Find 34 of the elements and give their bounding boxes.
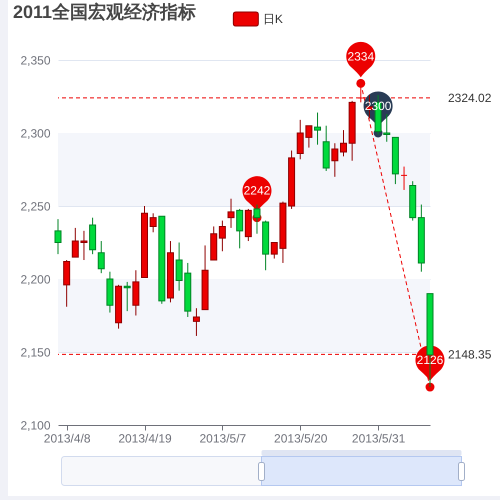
x-tick-label: 2013/5/31 <box>352 432 406 446</box>
data-label: 2334 <box>347 49 374 64</box>
data-label: 2242 <box>244 184 271 198</box>
y-tick-label: 2,300 <box>20 126 51 140</box>
point <box>356 78 366 88</box>
legend-label: 日K <box>262 12 283 26</box>
y-tick-label: 2,250 <box>20 200 51 214</box>
candlestick <box>305 125 312 148</box>
candlestick <box>236 208 244 249</box>
y-tick-label: 2,100 <box>20 418 51 432</box>
candlestick <box>218 220 226 252</box>
x-tick-label: 2013/4/8 <box>44 432 91 446</box>
ref-line-label: 2148.35 <box>448 347 492 362</box>
candlestick <box>192 308 200 336</box>
point <box>426 382 434 392</box>
candlestick <box>228 198 235 228</box>
candlestick <box>383 114 390 142</box>
candlestick <box>54 218 62 255</box>
candlestick <box>124 281 131 312</box>
x-tick-label: 2013/5/20 <box>274 432 328 446</box>
candlestick <box>63 260 70 308</box>
candlestick <box>296 119 304 160</box>
chart-title: 2011全国宏观经济指标 <box>13 2 196 22</box>
candlestick <box>400 166 408 190</box>
y-tick-label: 2,200 <box>20 272 51 286</box>
candlestick <box>176 242 183 292</box>
candlestick <box>132 270 140 316</box>
candlestick <box>98 240 105 274</box>
x-tick-label: 2013/5/7 <box>200 432 247 446</box>
y-tick-label: 2,350 <box>20 54 51 68</box>
y-tick-label: 2,150 <box>20 346 51 360</box>
x-tick-label: 2013/4/19 <box>118 432 172 446</box>
ref-line-label: 2324.02 <box>448 90 492 105</box>
candlestick <box>314 112 322 146</box>
